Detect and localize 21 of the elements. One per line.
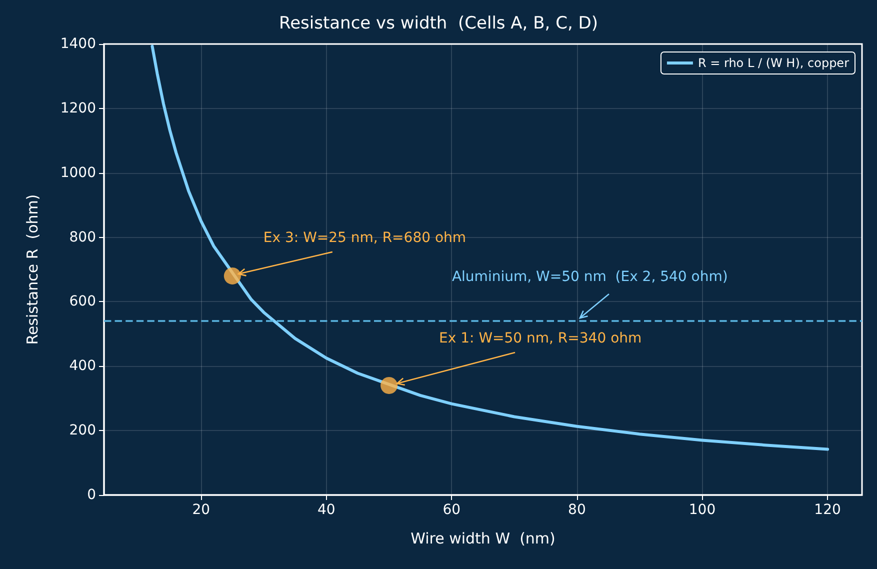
x-tick-label: 100 bbox=[688, 502, 716, 518]
annotation: Aluminium, W=50 nm (Ex 2, 540 ohm) bbox=[452, 269, 728, 286]
x-tick-label: 120 bbox=[814, 502, 841, 518]
y-tick-label: 800 bbox=[69, 229, 96, 246]
x-axis-title: Wire width W (nm) bbox=[410, 530, 556, 548]
y-tick-label: 600 bbox=[69, 294, 96, 310]
y-tick-label: 1200 bbox=[60, 100, 96, 116]
chart-title: Resistance vs width (Cells A, B, C, D) bbox=[279, 14, 598, 34]
y-tick-label: 400 bbox=[69, 358, 96, 374]
legend-label: R = rho L / (W H), copper bbox=[698, 56, 850, 70]
x-tick-label: 60 bbox=[442, 502, 461, 518]
x-tick-label: 20 bbox=[192, 502, 210, 518]
y-tick-label: 1400 bbox=[60, 36, 96, 52]
y-tick-label: 1000 bbox=[60, 164, 96, 181]
annotation: Ex 3: W=25 nm, R=680 ohm bbox=[263, 230, 466, 246]
annotation: Ex 1: W=50 nm, R=340 ohm bbox=[439, 330, 642, 346]
y-axis-title: Resistance R (ohm) bbox=[24, 194, 42, 345]
y-tick-label: 0 bbox=[87, 487, 96, 503]
x-tick-label: 40 bbox=[317, 502, 336, 518]
x-tick-label: 80 bbox=[568, 502, 586, 518]
y-tick-label: 200 bbox=[69, 422, 96, 439]
